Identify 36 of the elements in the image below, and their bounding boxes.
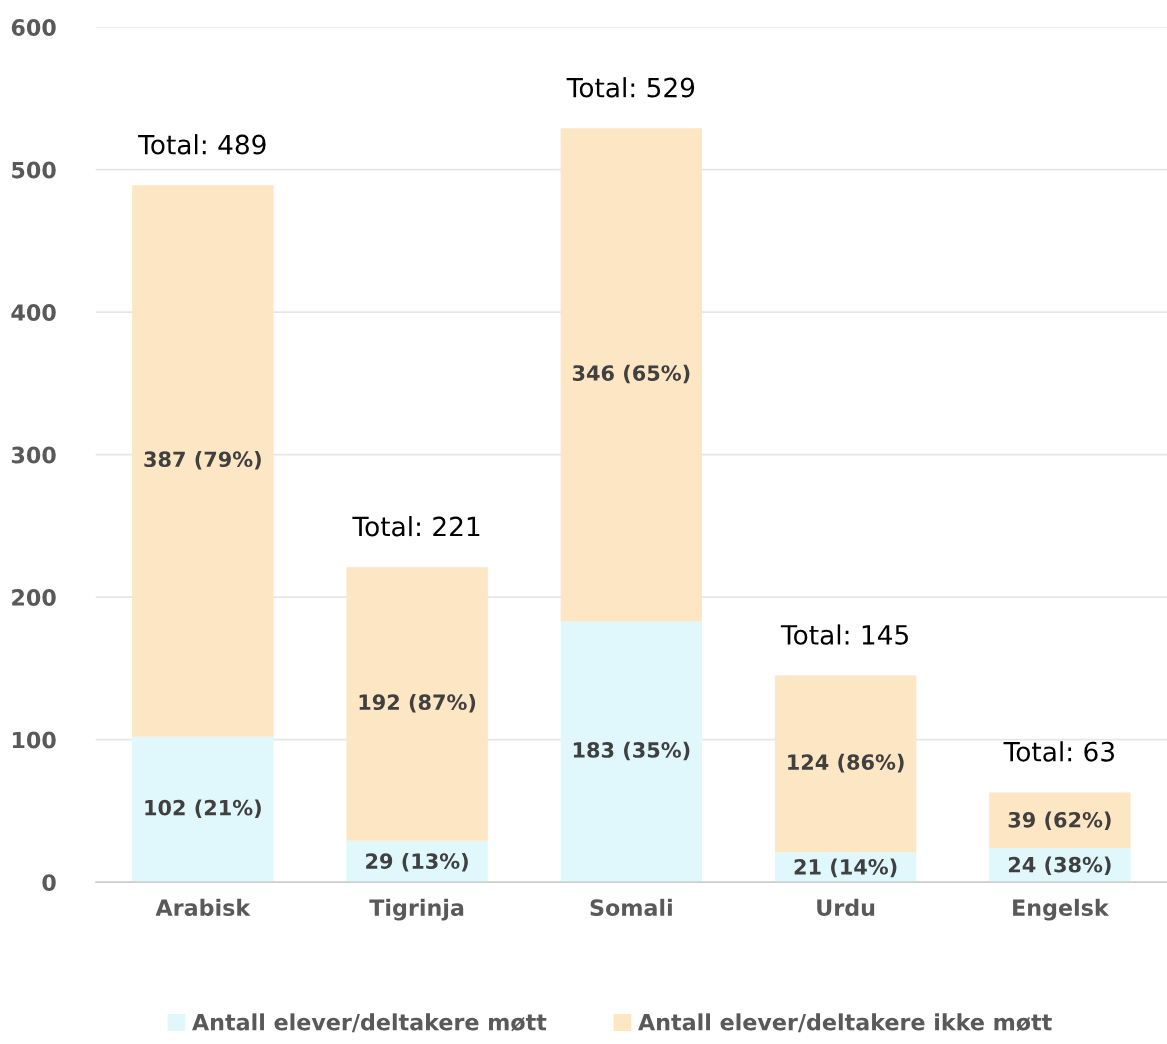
legend-label: Antall elever/deltakere møtt <box>192 1013 547 1033</box>
bar <box>132 185 274 737</box>
x-tick-label: Somali <box>590 898 672 917</box>
bar <box>132 736 274 883</box>
bar <box>989 792 1131 848</box>
data-label: 124 (86%) <box>788 753 904 773</box>
data-label: 183 (35%) <box>573 741 690 761</box>
total-label: Total: 221 <box>352 516 480 537</box>
x-tick-label: Engelsk <box>1013 898 1110 921</box>
bar <box>560 621 703 883</box>
x-tick-label: Arabisk <box>155 898 251 917</box>
legend-label: Antall elever/deltakere ikke møtt <box>638 1013 1052 1033</box>
y-tick-label: 100 <box>12 731 56 749</box>
data-label: 102 (21%) <box>145 799 261 818</box>
data-label: 192 (87%) <box>359 693 476 713</box>
data-label: 21 (14%) <box>794 858 897 878</box>
y-tick-label: 400 <box>11 304 56 321</box>
y-tick-label: 0 <box>42 874 56 891</box>
total-label: Total: 489 <box>138 134 266 155</box>
y-tick-label: 300 <box>11 446 56 464</box>
y-tick-label: 200 <box>12 589 56 606</box>
y-tick-label: 500 <box>12 161 56 179</box>
data-label: 346 (65%) <box>572 364 690 384</box>
bar <box>346 567 488 841</box>
bar <box>774 675 917 853</box>
data-label: 39 (62%) <box>1008 811 1111 831</box>
x-tick-label: Urdu <box>817 898 875 917</box>
x-tick-label: Tigrinja <box>369 898 464 921</box>
total-label: Total: 145 <box>780 624 908 645</box>
bar <box>560 128 703 622</box>
data-label: 24 (38%) <box>1008 856 1111 875</box>
total-label: Total: 529 <box>566 77 695 98</box>
data-label: 29 (13%) <box>366 852 468 872</box>
total-label: Total: 63 <box>1003 741 1114 762</box>
data-label: 387 (79%) <box>144 451 261 470</box>
y-tick-label: 600 <box>11 19 56 36</box>
